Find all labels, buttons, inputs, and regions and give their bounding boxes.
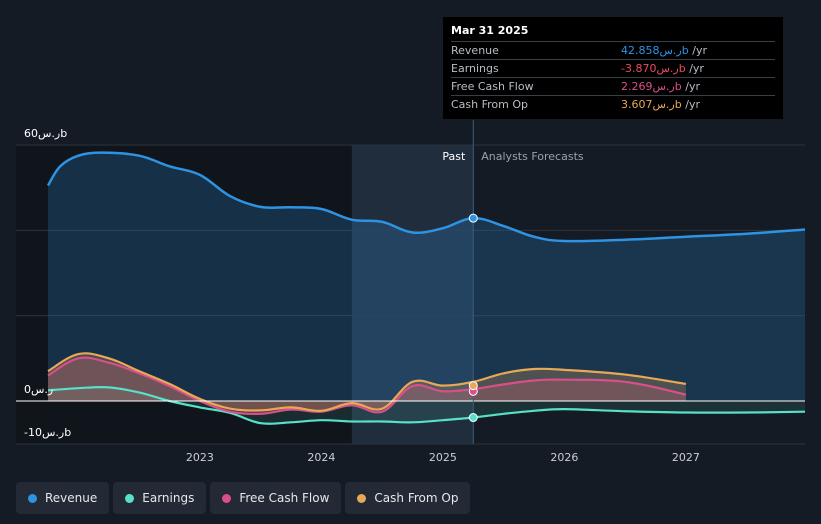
tooltip-unit: /yr (689, 62, 704, 75)
tooltip-date: Mar 31 2025 (451, 24, 529, 37)
tooltip-value: 3.607ر.سb (621, 98, 682, 111)
tooltip-label: Earnings (451, 62, 499, 75)
data-tooltip: Mar 31 2025 Revenue 42.858ر.سb /yr Earni… (443, 17, 783, 119)
tooltip-label: Free Cash Flow (451, 80, 534, 93)
y-axis-top-label: 60ر.سb (24, 127, 67, 140)
cash-from-op-marker (468, 381, 478, 391)
cash-from-op-line (47, 352, 687, 412)
x-tick-label: 2024 (307, 451, 335, 464)
free-cash-flow-line (47, 356, 687, 416)
earnings-line (47, 385, 806, 425)
revenue-area (48, 152, 805, 401)
past-shade-region (351, 145, 474, 444)
legend-label: Revenue (45, 491, 98, 505)
tooltip-label: Revenue (451, 44, 499, 57)
y-axis-zero-label: 0ر.س (24, 383, 53, 396)
tooltip-label: Cash From Op (451, 98, 529, 111)
tooltip-row-earnings: Earnings -3.870ر.سb /yr (451, 59, 775, 77)
y-axis-bottom-label: -10ر.سb (24, 426, 71, 439)
legend-item-revenue[interactable]: Revenue (16, 482, 110, 514)
revenue-marker (468, 213, 478, 223)
chart-legend: Revenue Earnings Free Cash Flow Cash Fro… (16, 482, 471, 516)
tooltip-unit: /yr (692, 44, 707, 57)
tooltip-unit: /yr (685, 98, 700, 111)
x-tick-label: 2023 (186, 451, 214, 464)
series-lines (16, 151, 806, 425)
past-label: Past (442, 150, 466, 163)
forecast-label: Analysts Forecasts (481, 150, 584, 163)
x-tick-label: 2025 (429, 451, 457, 464)
legend-item-earnings[interactable]: Earnings (113, 482, 207, 514)
legend-dot-icon (28, 493, 37, 503)
tooltip-row-cash-from-op: Cash From Op 3.607ر.سb /yr (451, 95, 775, 113)
tooltip-value: -3.870ر.سb (621, 62, 686, 75)
series-markers (468, 213, 478, 423)
x-axis-ticks: 2023 2024 2025 2026 2027 (186, 451, 700, 464)
tooltip-value: 2.269ر.سb (621, 80, 682, 93)
legend-label: Free Cash Flow (239, 491, 330, 505)
legend-dot-icon (222, 493, 232, 503)
x-tick-label: 2027 (672, 451, 700, 464)
revenue-line (46, 151, 806, 243)
legend-item-free-cash-flow[interactable]: Free Cash Flow (210, 482, 342, 514)
legend-item-cash-from-op[interactable]: Cash From Op (345, 482, 471, 514)
free-cash-flow-area (48, 357, 686, 414)
earnings-marker (468, 413, 478, 423)
legend-dot-icon (357, 493, 367, 503)
legend-label: Cash From Op (374, 491, 459, 505)
cash-from-op-area (48, 353, 686, 411)
tooltip-unit: /yr (685, 80, 700, 93)
tooltip-value: 42.858ر.سb (621, 44, 689, 57)
legend-label: Earnings (142, 491, 195, 505)
tooltip-row-revenue: Revenue 42.858ر.سb /yr (451, 41, 775, 59)
tooltip-row-free-cash-flow: Free Cash Flow 2.269ر.سb /yr (451, 77, 775, 95)
legend-dot-icon (125, 493, 135, 503)
x-tick-label: 2026 (550, 451, 578, 464)
